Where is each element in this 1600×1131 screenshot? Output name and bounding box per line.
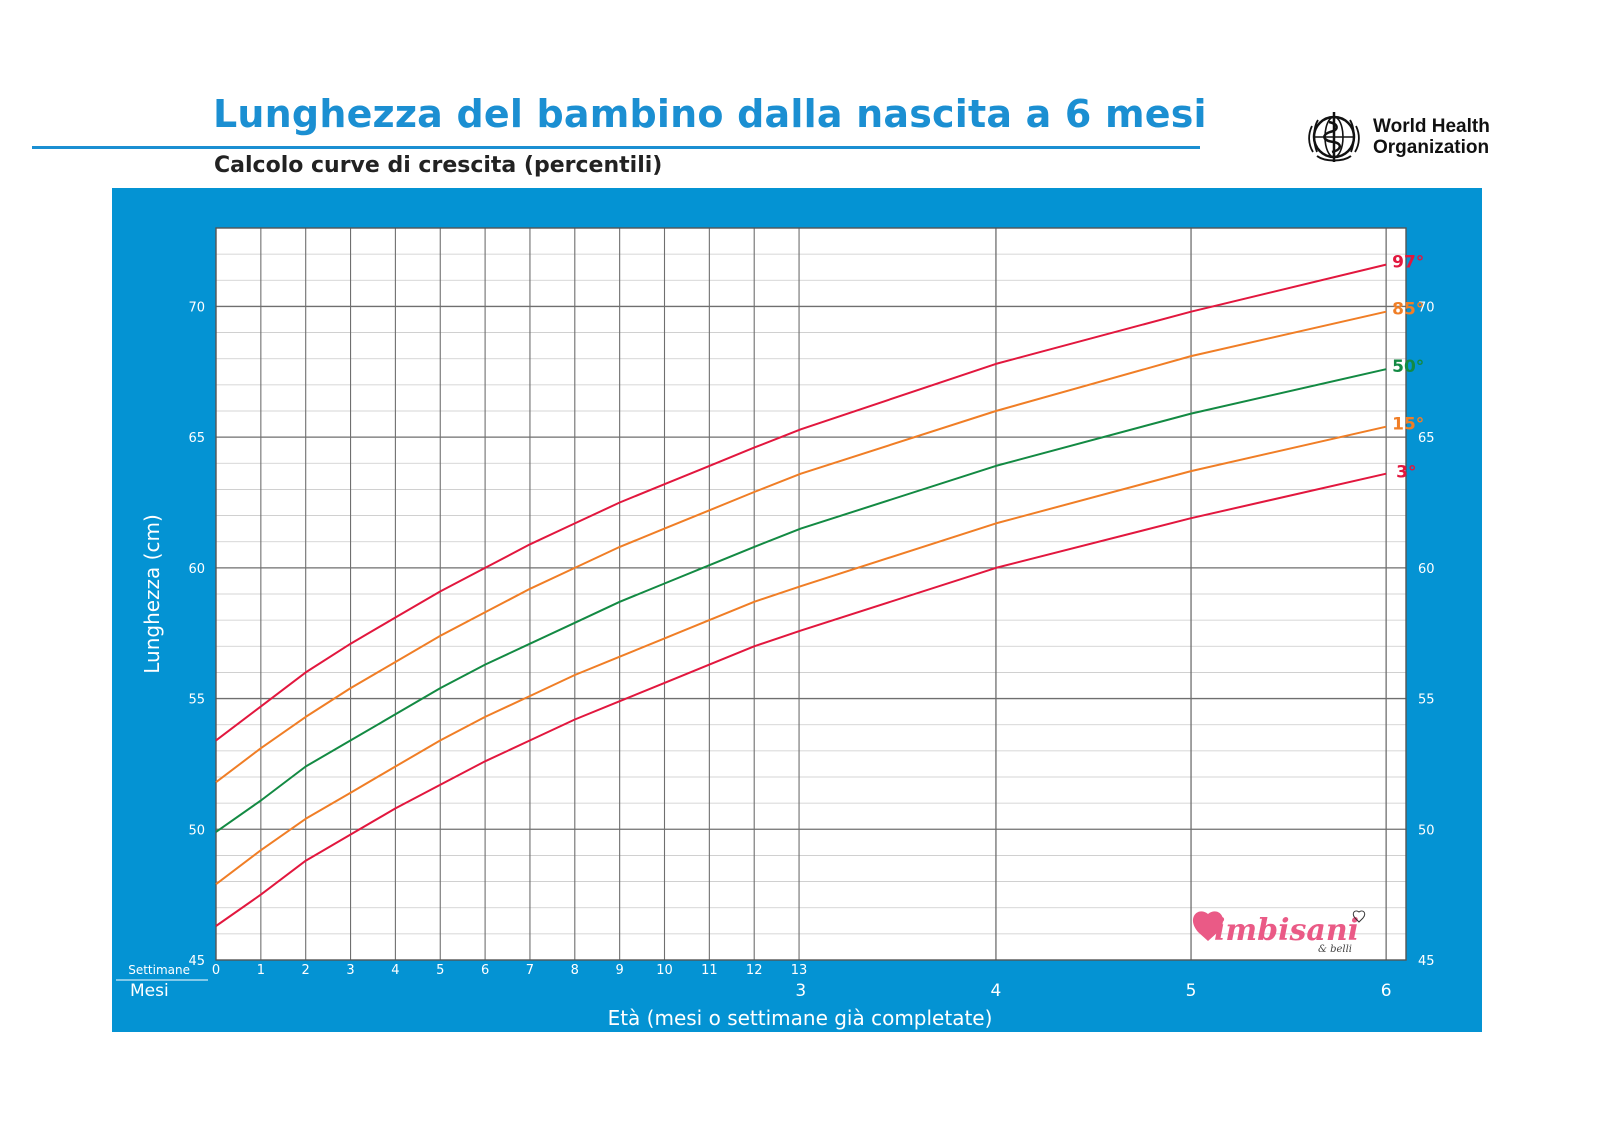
week-tick-label: 7 <box>526 963 534 978</box>
y-tick-label-right: 65 <box>1418 431 1435 446</box>
month-tick-label: 3 <box>795 981 806 1001</box>
x-axis-title: Età (mesi o settimane già completate) <box>608 1006 993 1030</box>
heart-icon <box>1192 911 1224 941</box>
y-tick-label-right: 50 <box>1418 823 1435 838</box>
series-line <box>215 263 1387 742</box>
y-tick-label-left: 50 <box>188 823 205 838</box>
series-label: 3° <box>1396 463 1416 483</box>
y-tick-label-left: 65 <box>188 431 205 446</box>
y-tick-label-right: 70 <box>1418 300 1435 315</box>
series-line <box>215 310 1387 783</box>
month-tick-label: 6 <box>1381 981 1392 1001</box>
month-tick-label: 4 <box>991 981 1002 1001</box>
series-line <box>215 425 1387 885</box>
week-tick-label: 12 <box>746 963 763 978</box>
plot-border <box>215 227 1407 961</box>
week-tick-label: 10 <box>656 963 673 978</box>
watermark-wordmark: imbisani <box>1214 913 1359 948</box>
y-axis-title: Lunghezza (cm) <box>140 514 164 674</box>
y-tick-label-right: 45 <box>1418 954 1435 969</box>
y-tick-label-left: 45 <box>188 954 205 969</box>
month-axis-label: Mesi <box>130 981 169 1001</box>
series-label: 85° <box>1392 300 1424 320</box>
week-tick-label: 3 <box>346 963 354 978</box>
week-tick-label: 8 <box>571 963 579 978</box>
y-tick-label-left: 55 <box>188 693 205 708</box>
small-heart-icon <box>1352 910 1366 923</box>
week-tick-label: 4 <box>391 963 399 978</box>
page-subtitle: Calcolo curve di crescita (percentili) <box>214 153 663 178</box>
title-underline <box>32 146 1200 149</box>
y-tick-label-left: 70 <box>188 300 205 315</box>
series-label: 15° <box>1392 415 1424 435</box>
week-tick-label: 11 <box>701 963 718 978</box>
series-label: 97° <box>1392 253 1424 273</box>
chart-grid <box>215 227 1407 961</box>
series-line <box>215 472 1387 927</box>
week-tick-label: 1 <box>257 963 265 978</box>
who-emblem-icon <box>1308 112 1360 162</box>
week-tick-label: 13 <box>791 963 808 978</box>
month-tick-label: 5 <box>1186 981 1197 1001</box>
series-label: 50° <box>1392 357 1424 377</box>
y-tick-label-right: 55 <box>1418 693 1435 708</box>
series-line <box>215 368 1387 833</box>
y-tick-label-left: 60 <box>188 562 205 577</box>
y-tick-label-right: 60 <box>1418 562 1435 577</box>
week-tick-label: 5 <box>436 963 444 978</box>
who-wordmark: World Health Organization <box>1373 116 1490 158</box>
bimbisani-watermark: imbisani& belli <box>1192 910 1366 955</box>
who-line-1: World Health <box>1373 116 1490 137</box>
watermark-subtext: & belli <box>1318 944 1352 955</box>
who-logo: World Health Organization <box>1305 108 1490 166</box>
week-tick-label: 2 <box>302 963 310 978</box>
page-title: Lunghezza del bambino dalla nascita a 6 … <box>213 92 1207 136</box>
week-tick-label: 6 <box>481 963 489 978</box>
week-axis-label: Settimane <box>128 963 190 977</box>
who-line-2: Organization <box>1373 137 1490 158</box>
week-tick-label: 9 <box>616 963 624 978</box>
week-tick-label: 0 <box>212 963 220 978</box>
chart-series <box>215 263 1387 927</box>
